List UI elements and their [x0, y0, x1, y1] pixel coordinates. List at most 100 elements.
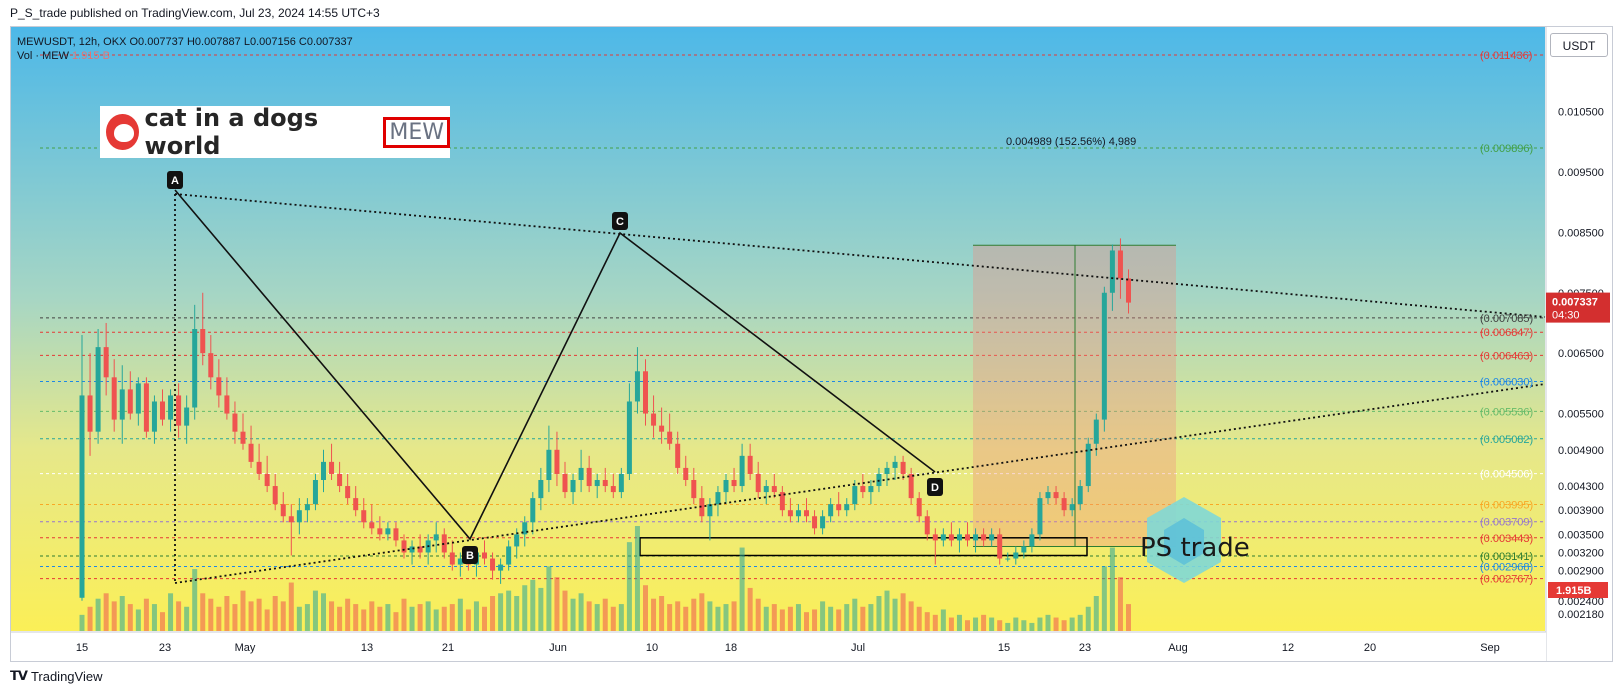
volume-bar	[667, 604, 673, 631]
y-tick-label: 0.002400	[1558, 596, 1604, 608]
volume-bar	[264, 609, 270, 631]
pattern-point-C	[612, 212, 628, 230]
volume-bar	[369, 601, 375, 631]
level-label: (0.002767)	[1480, 574, 1533, 586]
volume-bar	[1045, 614, 1051, 631]
candle-body	[87, 395, 93, 432]
candle-body	[200, 329, 206, 354]
volume-bar	[763, 606, 769, 631]
candle-body	[385, 528, 391, 535]
candle-body	[353, 498, 359, 511]
candle-body	[393, 528, 399, 541]
y-tick-label: 0.002180	[1558, 609, 1604, 621]
level-label: (0.006030)	[1480, 377, 1533, 389]
pattern-point-B	[462, 546, 478, 564]
volume-bar	[176, 601, 182, 631]
candle-body	[417, 546, 423, 553]
y-axis: 0.0105000.0095000.0085000.0075000.006500…	[1546, 107, 1610, 621]
candle-body	[610, 486, 616, 493]
candle-body	[956, 534, 962, 541]
candle-body	[490, 558, 496, 571]
candle-body	[852, 486, 858, 505]
candle-body	[401, 540, 407, 553]
volume-bar	[981, 614, 987, 631]
candle-body	[731, 480, 737, 487]
candle-body	[900, 461, 906, 474]
volume-bar	[997, 620, 1003, 631]
volume-bar	[755, 598, 761, 631]
volume-bar	[651, 598, 657, 631]
candle-body	[1029, 534, 1035, 547]
volume-bar	[948, 617, 954, 631]
volume-bar	[393, 612, 399, 631]
currency-button[interactable]: USDT	[1550, 33, 1608, 57]
candle-body	[578, 467, 584, 480]
volume-bar	[425, 601, 431, 631]
volume-bar	[329, 601, 335, 631]
volume-bar	[506, 590, 512, 631]
level-label: (0.005082)	[1480, 434, 1533, 446]
x-tick-label: May	[235, 642, 256, 654]
candle-body	[892, 461, 898, 468]
volume-line: Vol · MEW 1.915 B	[17, 49, 353, 63]
volume-bar	[924, 612, 930, 631]
candle-body	[699, 498, 705, 517]
volume-bar	[1021, 620, 1027, 631]
x-tick-label: Aug	[1168, 642, 1188, 654]
y-tick-label: 0.005500	[1558, 409, 1604, 421]
volume-bar	[844, 604, 850, 631]
x-tick-label: 15	[998, 642, 1010, 654]
volume-bar	[538, 587, 544, 631]
candle-body	[747, 455, 753, 474]
candle-body	[337, 473, 343, 487]
volume-layer	[79, 526, 1131, 631]
volume-bar	[433, 609, 439, 631]
candle-body	[812, 516, 818, 529]
candle-body	[361, 510, 367, 523]
badge-title: cat in a dogs world	[144, 104, 319, 160]
level-label: (0.003995)	[1480, 499, 1533, 511]
volume-bar	[820, 601, 826, 631]
volume-bar	[1109, 547, 1115, 631]
volume-bar	[586, 601, 592, 631]
candle-body	[739, 455, 745, 487]
volume-bar	[417, 604, 423, 631]
candle-body	[546, 449, 552, 480]
footer-brand[interactable]: TradingView	[30, 668, 103, 684]
candle-body	[691, 480, 697, 499]
volume-bar	[594, 604, 600, 631]
volume-bar	[296, 606, 302, 631]
candle-body	[224, 395, 230, 414]
countdown: 04:30	[1552, 310, 1580, 322]
level-label: (0.009896)	[1480, 143, 1533, 155]
candle-body	[127, 389, 133, 414]
candle-body	[771, 486, 777, 493]
candle-body	[288, 516, 294, 523]
volume-bar	[602, 598, 608, 631]
candle-body	[506, 546, 512, 565]
candle-body	[965, 534, 970, 541]
candle-body	[160, 401, 165, 420]
candle-body	[256, 461, 262, 474]
candle-body	[651, 413, 657, 426]
volume-bar	[522, 585, 528, 631]
candle-body	[1037, 498, 1043, 535]
y-tick-label: 0.010500	[1558, 107, 1604, 119]
volume-bar	[409, 606, 415, 631]
volume-bar	[1085, 606, 1091, 631]
volume-bar	[1126, 604, 1131, 631]
candle-body	[240, 431, 246, 444]
lower-trendline	[174, 383, 1546, 584]
volume-bar	[940, 609, 946, 631]
volume-bar	[345, 598, 351, 631]
watermark: PS trade	[1140, 497, 1250, 583]
candle-body	[554, 449, 560, 474]
volume-bar	[739, 547, 745, 631]
volume-bar	[715, 606, 721, 631]
volume-bar	[184, 606, 190, 631]
candle-body	[1093, 419, 1099, 444]
volume-bar	[240, 590, 246, 631]
x-tick-label: Sep	[1480, 642, 1500, 654]
candle-layer	[79, 238, 1131, 601]
x-tick-label: 20	[1364, 642, 1376, 654]
